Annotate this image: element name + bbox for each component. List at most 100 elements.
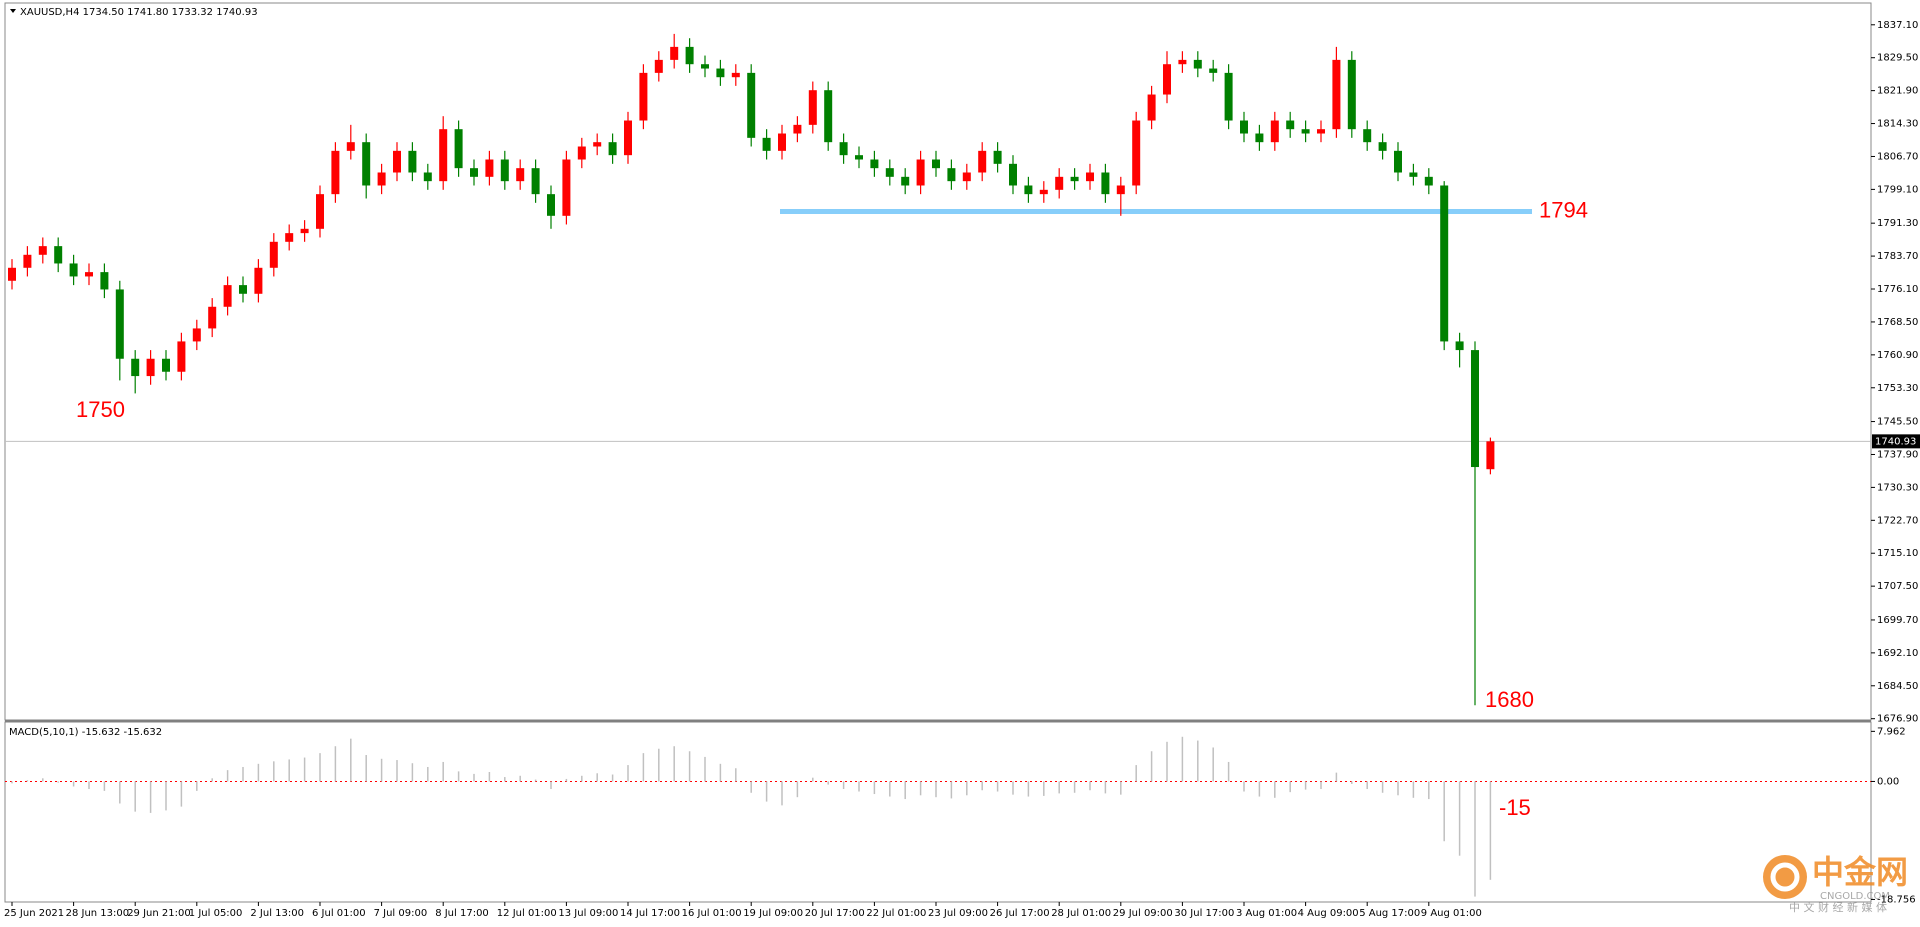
x-tick-label: 28 Jun 13:00 — [66, 908, 130, 919]
x-tick-label: 5 Aug 17:00 — [1359, 908, 1420, 919]
candle-body — [331, 150, 340, 195]
candle-body — [824, 90, 833, 143]
candle-body — [593, 142, 602, 147]
candle-body — [162, 358, 170, 372]
candle-body — [978, 150, 987, 173]
x-tick-label: 7 Jul 09:00 — [374, 908, 428, 919]
candle-body — [793, 124, 802, 134]
candle-body — [747, 72, 756, 138]
candle-body — [377, 172, 386, 186]
candle-body — [239, 285, 247, 294]
candle-body — [1086, 172, 1094, 182]
candle-body — [624, 120, 632, 156]
candle-body — [1055, 176, 1064, 190]
candle-body — [177, 341, 186, 372]
x-tick-label: 12 Jul 01:00 — [497, 908, 557, 919]
candle-body — [100, 272, 109, 290]
candle-body — [778, 133, 786, 151]
candle-body — [38, 246, 47, 255]
candle-body — [131, 358, 140, 377]
candle-body — [885, 168, 894, 177]
candle-body — [1178, 59, 1187, 65]
candle-body — [839, 142, 848, 156]
candle-body — [1147, 94, 1156, 121]
candle-body — [500, 159, 509, 182]
y-tick-label: 1722.70 — [1877, 515, 1918, 526]
x-tick-label: 29 Jun 21:00 — [127, 908, 191, 919]
candle-body — [285, 233, 294, 242]
x-tick-label: 26 Jul 17:00 — [990, 908, 1050, 919]
candle-body — [1347, 59, 1356, 130]
watermark-slogan: 中 文 财 经 新 媒 体 — [1789, 900, 1887, 914]
y-tick-label: 1737.90 — [1877, 449, 1918, 460]
y-tick-label: 1806.70 — [1877, 151, 1918, 162]
macd-panel-frame — [4, 721, 1872, 903]
y-tick-label: 1676.90 — [1877, 714, 1918, 725]
y-tick-label: 1768.50 — [1877, 317, 1918, 328]
y-tick-label: 1730.30 — [1877, 482, 1918, 493]
y-tick-label: 1760.90 — [1877, 350, 1918, 361]
y-tick-label: 1684.50 — [1877, 681, 1918, 692]
watermark-site: CNGOLD.COM — [1820, 891, 1890, 902]
x-tick-label: 19 Jul 09:00 — [743, 908, 803, 919]
x-tick-label: 6 Jul 01:00 — [312, 908, 366, 919]
x-tick-label: 13 Jul 09:00 — [558, 908, 618, 919]
main-panel-frame — [4, 2, 1872, 721]
y-tick-label: 1821.90 — [1877, 86, 1918, 97]
y-tick-label: 1783.70 — [1877, 251, 1918, 262]
candle-body — [670, 46, 679, 60]
y-tick-label: 1707.50 — [1877, 581, 1918, 592]
x-tick-label: 14 Jul 17:00 — [620, 908, 680, 919]
candle-body — [408, 150, 417, 173]
candle-body — [85, 272, 93, 277]
x-tick-label: 28 Jul 01:00 — [1051, 908, 1111, 919]
candle-body — [993, 150, 1002, 164]
candle-body — [300, 228, 309, 234]
y-tick-label: 1692.10 — [1877, 648, 1918, 659]
candle-body — [393, 150, 401, 173]
candle-body — [577, 146, 586, 160]
candle-body — [1240, 120, 1248, 134]
candle-body — [1163, 64, 1171, 95]
x-tick-label: 22 Jul 01:00 — [866, 908, 926, 919]
candle-body — [1193, 59, 1202, 69]
x-tick-label: 1 Jul 05:00 — [189, 908, 243, 919]
watermark: 中金网 CNGOLD.COM 中 文 财 经 新 媒 体 — [1763, 853, 1908, 914]
x-tick-label: 25 Jun 2021 — [4, 908, 64, 919]
candle-body — [1270, 120, 1279, 143]
candle-body — [916, 159, 925, 186]
annotation: -15 — [1499, 795, 1531, 820]
watermark-logo — [1763, 855, 1807, 899]
candle-body — [1363, 129, 1372, 143]
candle-body — [146, 358, 155, 377]
candle-body — [470, 168, 478, 177]
candle-body — [685, 46, 694, 65]
x-tick-label: 30 Jul 17:00 — [1174, 908, 1234, 919]
y-tick-label: 1829.50 — [1877, 53, 1918, 64]
y-tick-label: -18.756 — [1877, 894, 1916, 905]
candle-body — [115, 289, 124, 359]
candle-body — [69, 263, 78, 277]
x-tick-label: 8 Jul 17:00 — [435, 908, 489, 919]
watermark-logo-ring — [1770, 862, 1800, 892]
candle-body — [192, 328, 201, 342]
candle-body — [1440, 185, 1449, 342]
candle-body — [947, 168, 956, 182]
candle-body — [1317, 129, 1325, 134]
candle-body — [654, 59, 663, 73]
x-tick-label: 16 Jul 01:00 — [682, 908, 742, 919]
candle-body — [870, 159, 879, 169]
y-tick-label: 1753.30 — [1877, 383, 1918, 394]
menu-arrow — [10, 9, 16, 13]
y-tick-label: 0.00 — [1877, 776, 1899, 787]
candle-body — [269, 241, 278, 268]
macd-title: MACD(5,10,1) -15.632 -15.632 — [9, 727, 162, 738]
candle-body — [701, 64, 709, 69]
candle-body — [1332, 59, 1341, 130]
candle-body — [208, 306, 217, 329]
candle-body — [423, 172, 432, 182]
candle-body — [901, 176, 910, 186]
annotation: 1750 — [76, 397, 125, 422]
